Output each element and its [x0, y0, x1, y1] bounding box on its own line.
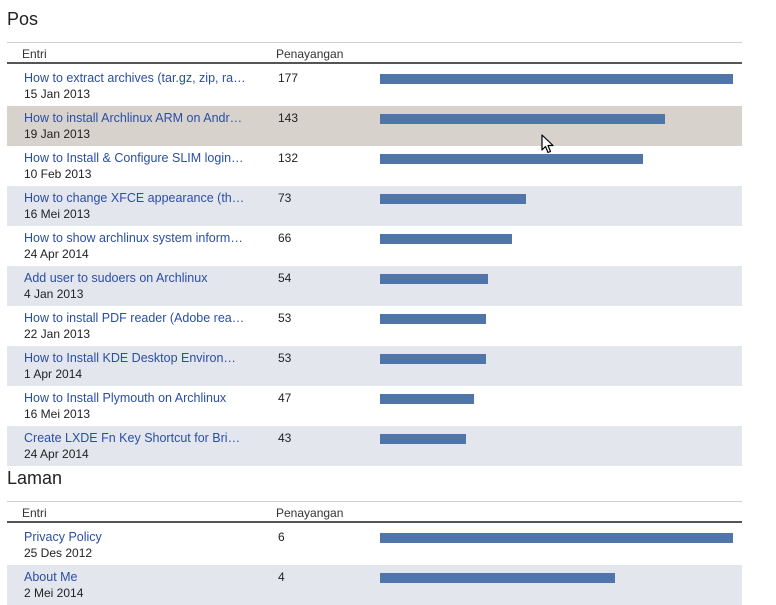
table-row: Create LXDE Fn Key Shortcut for Brightne… [7, 426, 742, 466]
table-row: Add user to sudoers on Archlinux 4 Jan 20… [7, 266, 742, 306]
post-title-link[interactable]: How to change XFCE appearance (theme and… [24, 191, 246, 205]
post-title-link[interactable]: Create LXDE Fn Key Shortcut for Brightne… [24, 431, 246, 445]
post-date: 16 Mei 2013 [24, 207, 91, 221]
post-title-link[interactable]: How to install Archlinux ARM on Android [24, 111, 246, 125]
view-count: 4 [278, 570, 285, 584]
view-bar [380, 394, 474, 404]
post-title-link[interactable]: How to install PDF reader (Adobe reader)… [24, 311, 246, 325]
post-title-link[interactable]: Privacy Policy [24, 530, 102, 544]
view-bar [380, 573, 615, 583]
header-underline [7, 62, 742, 64]
column-header-entry: Entri [22, 47, 47, 61]
column-header-views: Penayangan [276, 47, 344, 61]
header-divider [7, 501, 742, 502]
table-row: How to change XFCE appearance (theme and… [7, 186, 742, 226]
post-date: 24 Apr 2014 [24, 447, 89, 461]
view-bar [380, 114, 665, 124]
post-title-link[interactable]: How to Install KDE Desktop Environment o… [24, 351, 246, 365]
post-date: 22 Jan 2013 [24, 327, 91, 341]
post-title-link[interactable]: Add user to sudoers on Archlinux [24, 271, 208, 285]
table-row: About Me 2 Mei 2014 4 [7, 565, 742, 605]
post-date: 15 Jan 2013 [24, 87, 91, 101]
view-count: 177 [278, 71, 299, 85]
post-title-link[interactable]: How to Install & Configure SLIM login ma… [24, 151, 246, 165]
view-count: 53 [278, 311, 292, 325]
post-title-link[interactable]: How to Install Plymouth on Archlinux [24, 391, 227, 405]
column-header-views: Penayangan [276, 506, 344, 520]
column-header-entry: Entri [22, 506, 47, 520]
view-bar [380, 154, 643, 164]
post-date: 4 Jan 2013 [24, 287, 84, 301]
post-date: 1 Apr 2014 [24, 367, 83, 381]
table-row: Privacy Policy 25 Des 2012 6 [7, 525, 742, 565]
table-row: How to Install Plymouth on Archlinux 16 M… [7, 386, 742, 426]
post-date: 24 Apr 2014 [24, 247, 89, 261]
view-count: 54 [278, 271, 292, 285]
section-title: Laman [7, 468, 63, 488]
post-date: 10 Feb 2013 [24, 167, 92, 181]
view-bar [380, 434, 466, 444]
view-bar [380, 354, 486, 364]
post-title-link[interactable]: About Me [24, 570, 78, 584]
table-row: How to Install & Configure SLIM login ma… [7, 146, 742, 186]
header-underline [7, 521, 742, 523]
post-title-link[interactable]: How to show archlinux system information [24, 231, 246, 245]
table-row: How to install Archlinux ARM on Android 1… [7, 106, 742, 146]
post-date: 16 Mei 2013 [24, 407, 91, 421]
post-date: 2 Mei 2014 [24, 586, 84, 600]
view-bar [380, 74, 733, 84]
post-title-link[interactable]: How to extract archives (tar.gz, zip, ra… [24, 71, 246, 85]
view-count: 6 [278, 530, 285, 544]
post-date: 25 Des 2012 [24, 546, 93, 560]
view-bar [380, 194, 526, 204]
view-bar [380, 533, 733, 543]
view-count: 53 [278, 351, 292, 365]
section-title: Pos [7, 9, 39, 29]
view-count: 66 [278, 231, 292, 245]
view-bar [380, 234, 512, 244]
table-row: How to Install KDE Desktop Environment o… [7, 346, 742, 386]
post-date: 19 Jan 2013 [24, 127, 91, 141]
table-header: Entri Penayangan [7, 502, 742, 521]
table-row: How to install PDF reader (Adobe reader)… [7, 306, 742, 346]
table-header: Entri Penayangan [7, 43, 742, 62]
view-count: 47 [278, 391, 292, 405]
table-row: How to show archlinux system information… [7, 226, 742, 266]
view-count: 143 [278, 111, 299, 125]
header-divider [7, 42, 742, 43]
view-count: 73 [278, 191, 292, 205]
view-bar [380, 274, 488, 284]
view-bar [380, 314, 486, 324]
view-count: 132 [278, 151, 299, 165]
table-row: How to extract archives (tar.gz, zip, ra… [7, 66, 742, 106]
mouse-pointer-icon [541, 134, 554, 154]
view-count: 43 [278, 431, 292, 445]
